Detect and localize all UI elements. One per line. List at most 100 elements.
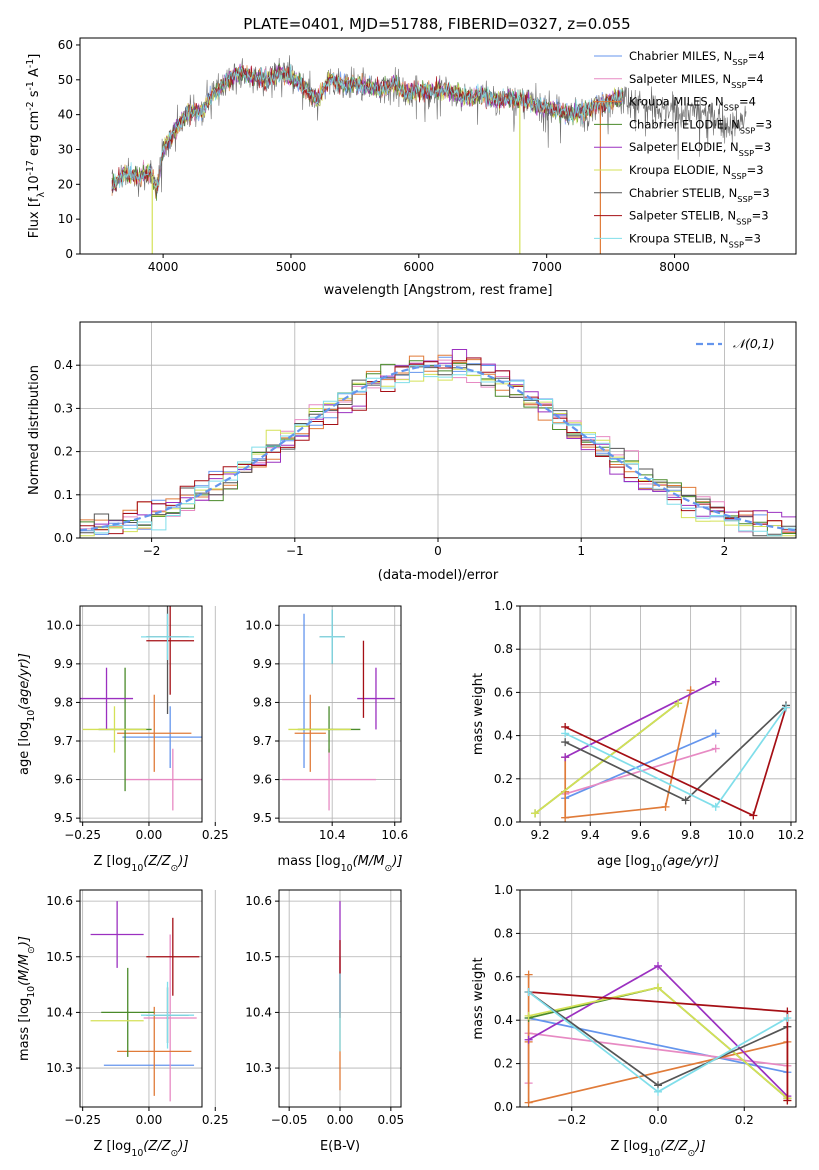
- weight_vs_age-spines: [519, 605, 797, 823]
- age_vs_mass-xlabel-part: (M/M: [353, 854, 385, 869]
- spectrum-legend-label-part: Chabrier STELIB, N: [629, 186, 737, 200]
- weight_vs_age-ytick-label: 0.2: [494, 772, 513, 786]
- mass_vs_Z-ylabel-part: ⊙: [26, 946, 37, 954]
- age_vs_Z-ylabel-part: age [log: [17, 722, 32, 775]
- mass_vs_Z-xlabel-part: (Z/Z: [143, 1139, 171, 1154]
- age_vs_mass-xtick-label: 10.4: [319, 828, 346, 842]
- weight_vs_age-ytick-label: 1.0: [494, 599, 513, 613]
- weight_vs_age-xtick-label: 9.8: [681, 828, 700, 842]
- weight_vs_age-marker-kroupa_stelib: [781, 703, 790, 712]
- spectrum-ylabel-part: -17: [25, 160, 36, 175]
- mass_vs_ebv-ytick-label: 10.3: [245, 1061, 272, 1075]
- residuals-ytick-label: 0.1: [54, 488, 73, 502]
- mass_vs_Z-ytick-label: 10.6: [46, 894, 73, 908]
- weight_vs_Z-xlabel-part: (Z/Z: [660, 1139, 688, 1154]
- mass_vs_Z-frame: −0.25 0.00 0.25 10.3 10.4 10.5 10.6: [46, 889, 229, 1127]
- spectrum-legend-label-part: SSP: [731, 80, 746, 90]
- weight_vs_Z-marker-salpeter_stelib: [783, 1096, 792, 1105]
- spectrum-xtick-label: 6000: [404, 260, 435, 274]
- weight_vs_age-frame: 9.2 9.4 9.6 9.8 10.0 10.2 0.0 0.2 0.4 0.6 0.8 1.0: [494, 599, 804, 842]
- residual-histogram-kroupa_stelib: [80, 365, 796, 537]
- spectrum-legend-label-part: SSP: [732, 57, 747, 67]
- weight_vs_age-marker-chabrier_miles: [711, 729, 720, 738]
- weight_vs_Z-ylabel: mass weight: [471, 957, 486, 1039]
- mass_vs_ebv-ytick-label: 10.5: [245, 950, 272, 964]
- spectrum-legend-label: Chabrier STELIB, NSSP=3: [629, 186, 770, 204]
- spectrum-legend-label-part: Chabrier ELODIE, N: [629, 117, 740, 131]
- spectrum-legend-label: Chabrier ELODIE, NSSP=3: [629, 117, 772, 135]
- spectrum-ylabel-part: -2: [25, 101, 36, 110]
- mass_vs_ebv-ytick-label: 10.6: [245, 894, 272, 908]
- spectrum-ylabel-part: -1: [25, 59, 36, 68]
- weight_vs_Z-marker-kroupa_elodie: [524, 1011, 533, 1020]
- mass_vs_Z-marks: [90, 901, 200, 1102]
- weight_vs_age-ytick-label: 0.4: [494, 729, 513, 743]
- weight_vs_age-marker-kroupa_miles: [661, 802, 670, 811]
- weight_vs_Z-xtick-label: 0.2: [735, 1113, 754, 1127]
- residuals-ytick-label: 0.2: [54, 445, 73, 459]
- spectrum-ylabel-part: -1: [25, 81, 36, 90]
- residuals-xtick-label: 2: [721, 544, 729, 558]
- age_vs_mass-xlabel-part: 10: [341, 863, 353, 874]
- mass_vs_Z-xlabel-part: ⊙: [171, 1148, 179, 1159]
- spectrum-legend-label: Salpeter STELIB, NSSP=3: [629, 209, 769, 227]
- weight_vs_age-line-salpeter_elodie: [564, 680, 717, 758]
- mass_vs_Z-ylabel-part: )]: [17, 936, 32, 947]
- weight_vs_Z-xlabel-part: Z [log: [610, 1139, 648, 1154]
- spectrum-ytick-label: 60: [58, 38, 73, 52]
- mass_vs_Z-xlabel-part: Z [log: [93, 1139, 131, 1154]
- spectrum-ytick-label: 50: [58, 73, 73, 87]
- spectrum-legend-label: Kroupa STELIB, NSSP=3: [629, 231, 761, 249]
- age_vs_mass-xlabel-part: ⊙: [384, 863, 392, 874]
- weight_vs_Z-marker-kroupa_stelib: [654, 1087, 662, 1096]
- age_vs_Z-xtick-label: 0.00: [136, 828, 163, 842]
- mass_vs_ebv-xlabel: E(B-V): [320, 1139, 360, 1154]
- weight_vs_age-marker-salpeter_elodie: [561, 753, 570, 762]
- weight_vs_age-marker-chabrier_stelib: [561, 738, 570, 747]
- residuals-ytick-label: 0.3: [54, 401, 73, 415]
- age_vs_Z-ytick-label: 9.5: [54, 811, 73, 825]
- weight_vs_Z-line-chabrier_miles: [528, 1017, 788, 1074]
- mass_vs_Z-ylabel: mass [log10(M/M⊙)]: [17, 936, 37, 1061]
- spectrum-ylabel-part: erg cm: [27, 111, 42, 160]
- weight_vs_Z-frame: −0.2 0.0 0.2 0.0 0.2 0.4 0.6 0.8 1.0: [494, 883, 797, 1127]
- weight_vs_Z-marker-salpeter_elodie: [524, 1035, 533, 1044]
- weight_vs_Z-xlabel-part: )]: [694, 1139, 705, 1154]
- residuals-marks: [80, 349, 796, 537]
- spectrum-xtick-label: 8000: [659, 260, 690, 274]
- weight_vs_age-marker-kroupa_stelib: [711, 802, 720, 811]
- spectrum-legend-label-part: SSP: [739, 148, 754, 158]
- age_vs_Z-xlabel-part: (Z/Z: [143, 854, 171, 869]
- age_vs_Z-marks: [80, 606, 202, 811]
- age_vs_Z-ytick-label: 9.6: [54, 773, 73, 787]
- age_vs_mass-marks: [282, 609, 395, 811]
- weight_vs_Z-marker-kroupa_miles: [524, 1098, 533, 1107]
- spectrum-legend-label-part: =4: [739, 95, 756, 109]
- weight_vs_Z-ytick-label: 0.4: [494, 1013, 513, 1027]
- spectrum-legend-label: Chabrier MILES, NSSP=4: [629, 49, 765, 67]
- spectrum-ylabel-part: 10: [27, 175, 42, 192]
- mass_vs_Z-ytick-label: 10.4: [46, 1005, 73, 1019]
- residuals-xtick-label: −2: [143, 544, 161, 558]
- spectrum-ylabel: Flux [fλ10-17 erg cm-2 s-1 A-1]: [25, 54, 47, 239]
- age_vs_Z-xlabel-part: 10: [131, 863, 143, 874]
- residuals-ytick-label: 0.0: [54, 531, 73, 545]
- weight_vs_Z-marker-salpeter_elodie: [654, 961, 662, 970]
- age_vs_mass-xlabel-part: mass [log: [278, 854, 341, 869]
- spectrum-legend-label-part: =3: [744, 231, 761, 245]
- age_vs_Z-axes: [80, 606, 216, 822]
- spectrum-model-line-salpeter_stelib: [111, 65, 624, 192]
- age_vs_Z-xlabel-part: ⊙: [171, 863, 179, 874]
- residuals-xtick-label: 1: [577, 544, 585, 558]
- spectrum-marks: [111, 55, 747, 254]
- weight_vs_age-xlabel-part: age [log: [597, 854, 650, 869]
- spectrum-legend-label: Kroupa ELODIE, NSSP=3: [629, 163, 764, 181]
- mass_vs_Z-axes: [80, 890, 216, 1107]
- spectrum-legend-label-part: =3: [754, 140, 771, 154]
- weight_vs_Z-marker-kroupa_miles: [524, 970, 533, 979]
- spectrum-legend-label-part: =3: [752, 209, 769, 223]
- spectrum-legend-label-part: Salpeter MILES, N: [629, 72, 731, 86]
- plot-layer: 4000 5000 6000 7000 80000102030405060wavelen…: [17, 37, 804, 1159]
- spectrum-legend-label-part: =3: [747, 163, 764, 177]
- weight_vs_age-xlabel-part: 10: [650, 863, 662, 874]
